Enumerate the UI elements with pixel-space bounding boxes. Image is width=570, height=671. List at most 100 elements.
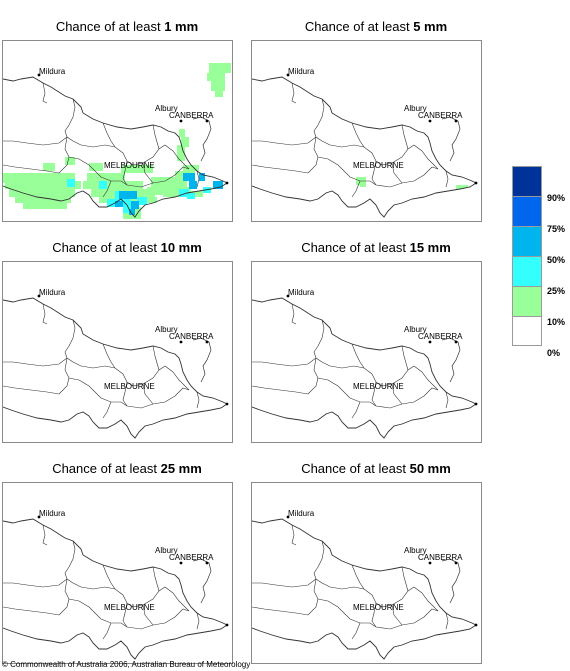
district-boundary [375,616,425,630]
district-boundary [142,383,154,405]
town-marker [225,623,229,627]
district-boundary [102,401,112,419]
district-boundary [174,387,190,397]
district-boundary [351,343,365,369]
town-marker [428,561,432,565]
town-marker [454,119,458,123]
act-border-line [192,116,212,162]
rain-probability-cell [360,183,366,187]
albury-label: Albury [404,325,427,334]
district-boundary [375,144,415,166]
town-marker [179,561,183,565]
district-boundary [375,586,415,608]
district-boundary [196,391,200,409]
town-marker [205,119,209,123]
district-boundary [64,578,96,614]
district-boundary [3,136,68,146]
district-boundary [375,365,415,387]
district-boundary [64,98,82,146]
district-boundary [252,136,317,146]
panel-title-amount: 5 mm [413,19,448,34]
panel-title: Chance of at least 5 mm [251,19,501,34]
mildura-label: Mildura [39,67,66,76]
district-boundary [291,82,297,104]
melbourne-label: MELBOURNE [104,382,155,391]
legend-swatch-0 [512,316,542,346]
district-boundary [174,608,190,618]
canberra-label: CANBERRA [418,111,463,120]
district-boundary [164,144,190,170]
state-border-line [252,76,477,184]
panel-title: Chance of at least 50 mm [251,461,501,476]
town-marker [225,402,229,406]
district-boundary [445,170,449,188]
state-border-line [3,297,228,405]
town-marker [428,119,432,123]
town-marker [37,515,41,519]
melbourne-label: MELBOURNE [353,161,404,170]
town-marker [286,515,290,519]
canberra-label: CANBERRA [169,332,214,341]
district-boundary [252,357,317,367]
panel-title-amount: 1 mm [164,19,199,34]
rain-probability-cell [67,179,75,187]
district-boundary [391,604,403,626]
victoria-map: Mildura CANBERRA Albury MELBOURNE [251,482,482,664]
district-boundary [423,387,439,397]
district-boundary [164,586,190,612]
district-boundary [126,395,176,409]
rain-probability-cell [83,181,143,189]
district-boundary [351,180,361,198]
rain-probability-cell [23,203,67,209]
town-marker [474,181,478,185]
district-boundary [3,578,68,588]
district-boundary [445,391,449,409]
melbourne-label: MELBOURNE [104,603,155,612]
copyright-notice: © Commonwealth of Australia 2006, Austra… [2,660,251,669]
state-border-line [252,297,477,405]
district-boundary [42,82,48,104]
rain-probability-cell [179,129,185,137]
legend-swatch-25 [512,256,542,286]
panel-title-amount: 50 mm [409,461,451,476]
district-boundary [42,524,48,546]
panel-title-prefix: Chance of at least [55,19,165,34]
district-boundary [423,608,439,618]
district-boundary [196,170,200,188]
district-boundary [291,303,297,325]
district-boundary [152,566,160,592]
rain-probability-cell [137,197,147,205]
rain-probability-cell [177,145,185,161]
victoria-map: Mildura CANBERRA Albury MELBOURNE [251,40,482,222]
district-boundary [102,343,116,369]
district-boundary [291,524,297,546]
district-boundary [64,319,82,367]
mildura-label: Mildura [39,509,66,518]
rain-probability-cell [181,137,189,147]
district-boundary [102,122,116,148]
rain-probability-cell [187,193,195,199]
mildura-label: Mildura [288,509,315,518]
district-boundary [42,303,48,325]
rain-probability-cell [3,173,75,183]
district-boundary [64,357,96,393]
district-boundary [313,319,331,367]
coastline [252,182,477,218]
district-boundary [307,598,319,616]
rain-probability-cell [121,165,153,173]
legend-label-0: 0% [547,348,561,358]
map-drawing [3,63,231,219]
district-boundary [313,578,345,614]
rain-probability-cell [43,163,55,171]
district-boundary [307,377,319,395]
map-drawing [252,294,481,442]
district-boundary [329,586,377,604]
rain-probability-cell [207,73,225,81]
rain-probability-cell [209,63,231,73]
coastline [3,182,228,218]
district-boundary [126,586,166,608]
act-border-line [192,337,212,383]
legend-label-75: 75% [547,224,566,234]
rain-probability-cell [211,81,225,91]
district-boundary [351,122,365,148]
